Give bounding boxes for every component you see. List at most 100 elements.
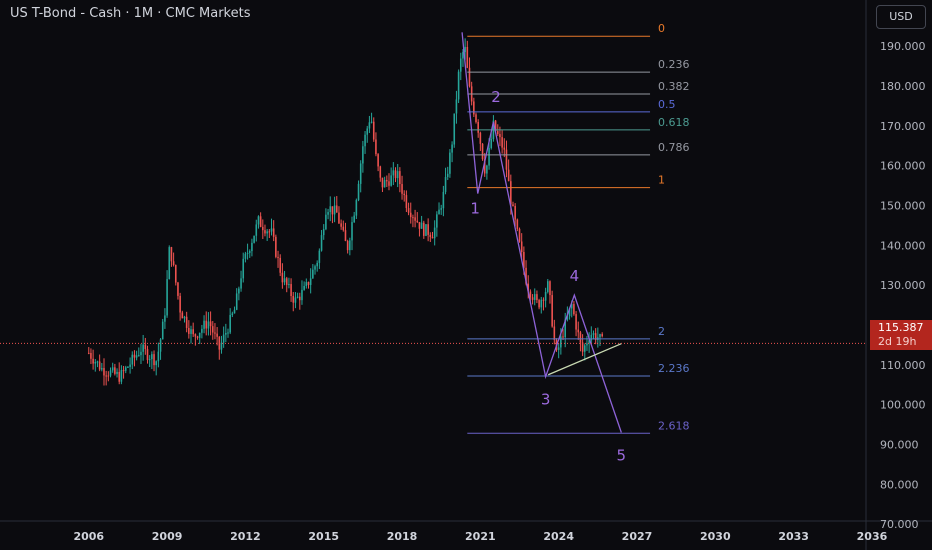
candle-body <box>288 284 290 286</box>
candle-body <box>118 371 121 382</box>
candle-body <box>586 343 588 346</box>
candle-body <box>229 314 231 333</box>
candle-body <box>512 204 514 206</box>
candle-body <box>201 328 203 333</box>
candle-body <box>540 299 543 308</box>
candle-body <box>301 289 303 301</box>
price-axis-tick-label: 100.000 <box>880 399 926 412</box>
candle-body <box>303 285 305 290</box>
candle-body <box>557 347 560 350</box>
candle-body <box>190 329 192 334</box>
candle-body <box>155 361 158 366</box>
candle-body <box>109 370 112 376</box>
chart-title: US T-Bond - Cash · 1M · CMC Markets <box>10 6 251 21</box>
candle-body <box>214 332 216 334</box>
candle-body <box>366 128 369 135</box>
candle-body <box>170 247 173 262</box>
candle-body <box>164 315 166 322</box>
candle-body <box>140 351 142 356</box>
candle-body <box>407 208 410 213</box>
candle-body <box>257 216 260 225</box>
candle-body <box>433 227 436 239</box>
candle-body <box>207 321 210 329</box>
candle-body <box>116 371 118 374</box>
candle-body <box>285 278 288 285</box>
candle-body <box>581 342 584 352</box>
fibonacci-layer[interactable]: 0 0.236 0.382 0.5 0.618 0.786 1 2 2.236 2.618 <box>467 22 690 434</box>
fib-extension-level-label: 2.236 <box>658 362 690 375</box>
candle-body <box>542 299 545 301</box>
candle-body <box>601 334 603 337</box>
candle-body <box>396 171 399 179</box>
candle-body <box>270 228 273 232</box>
candle-body <box>248 251 251 253</box>
last-price-tag: 115.387 2d 19h <box>870 320 932 350</box>
candle-body <box>309 278 312 285</box>
candle-body <box>266 231 268 234</box>
wave-label: 1 <box>470 199 480 217</box>
candle-body <box>177 282 179 296</box>
elliott-wave-layer[interactable]: 1 2 3 4 5 <box>461 32 626 464</box>
fib-retracement-level-label: 0.5 <box>658 98 676 111</box>
candle-body <box>533 294 536 300</box>
candle-body <box>127 366 129 368</box>
candle-body <box>359 163 362 184</box>
candle-body <box>429 234 432 238</box>
price-axis-tick-label: 150.000 <box>880 200 926 213</box>
price-axis-tick-label: 170.000 <box>880 120 926 133</box>
candle-body <box>510 181 512 205</box>
candle-body <box>272 228 275 237</box>
candle-body <box>194 334 197 337</box>
candle-body <box>294 297 297 303</box>
time-axis[interactable]: 2006 2009 2012 2015 2018 2021 2024 2027 2030 2033… <box>73 530 887 543</box>
fib-retracement-level-label: 0.382 <box>658 80 690 93</box>
candle-body <box>290 284 292 297</box>
price-axis-tick-label: 130.000 <box>880 279 926 292</box>
candle-body <box>233 309 236 314</box>
candle-body <box>551 295 553 327</box>
candle-body <box>153 354 155 366</box>
candle-body <box>159 339 162 352</box>
candle-body <box>179 295 181 313</box>
candle-body <box>120 370 123 382</box>
candle-body <box>137 355 140 357</box>
candle-body <box>477 122 479 133</box>
candle-body <box>209 321 212 327</box>
price-axis[interactable]: 190.000 180.000 170.000 160.000 150.000 140.0… <box>880 40 926 531</box>
candle-body <box>183 316 186 319</box>
candle-body <box>531 297 534 300</box>
candle-body <box>457 71 460 100</box>
candle-body <box>344 230 347 242</box>
wave-label: 3 <box>541 391 551 409</box>
candle-body <box>346 241 349 251</box>
price-axis-tick-label: 90.000 <box>880 438 919 451</box>
candle-body <box>103 368 105 376</box>
candle-body <box>96 361 99 363</box>
candle-body <box>588 340 590 344</box>
price-axis-tick-label: 110.000 <box>880 359 926 372</box>
candle-body <box>192 329 194 335</box>
candle-body <box>438 209 440 215</box>
candle-body <box>329 206 332 213</box>
elliott-wave-path[interactable] <box>461 32 622 433</box>
candle-body <box>277 256 279 258</box>
candle-body <box>520 241 523 252</box>
candle-body <box>440 208 442 210</box>
candle-body <box>536 294 538 301</box>
candle-body <box>87 352 90 354</box>
candle-body <box>573 304 575 315</box>
candle-body <box>325 214 327 230</box>
candle-body <box>351 222 353 241</box>
candle-body <box>283 278 286 283</box>
candle-body <box>562 336 564 338</box>
candle-body <box>216 333 218 337</box>
candle-body <box>527 283 530 292</box>
candle-body <box>259 216 262 227</box>
candle-body <box>479 132 482 144</box>
support-trendline[interactable] <box>547 343 622 376</box>
candle-body <box>425 224 427 236</box>
currency-button[interactable]: USD <box>876 5 926 29</box>
candle-body <box>383 180 386 188</box>
candle-body <box>188 327 190 334</box>
